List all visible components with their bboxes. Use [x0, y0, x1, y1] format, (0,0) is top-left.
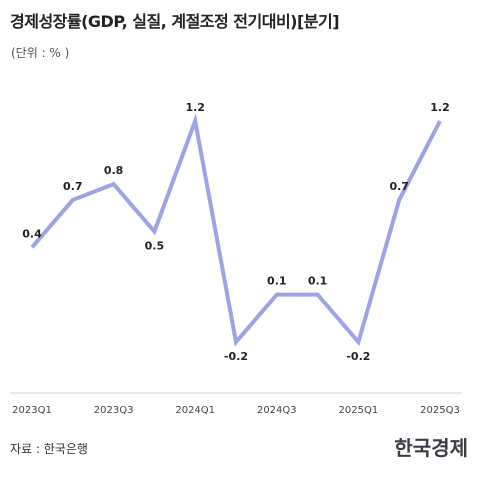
x-tick-label: 2024Q1 [175, 405, 215, 416]
data-label: 0.5 [145, 240, 165, 253]
x-tick-label: 2023Q1 [12, 405, 52, 416]
unit-label: (단위 : % ) [11, 46, 70, 60]
series-line [30, 113, 442, 347]
data-label: 0.1 [308, 275, 328, 288]
data-label: 1.2 [430, 101, 450, 114]
source-note: 자료 : 한국은행 [10, 442, 88, 456]
data-label: 0.4 [22, 227, 42, 240]
data-labels: 0.4 0.7 0.8 0.5 1.2 -0.2 0.1 0.1 -0.2 0.7 1.2 [22, 101, 450, 363]
data-label: 0.8 [104, 164, 124, 177]
chart-title: 경제성장률(GDP, 실질, 계절조정 전기대비)[분기] [10, 12, 340, 31]
x-tick-label: 2025Q1 [339, 405, 379, 416]
x-axis-ticks: 2023Q1 2023Q3 2024Q1 2024Q3 2025Q1 2025Q3 [12, 405, 460, 416]
data-label: 1.2 [185, 101, 205, 114]
data-label: -0.2 [346, 350, 370, 363]
line-chart: 2023Q1 2023Q3 2024Q1 2024Q3 2025Q1 2025Q3 0.4… [10, 101, 462, 416]
data-label: 0.7 [389, 180, 409, 193]
x-tick-label: 2025Q3 [420, 405, 460, 416]
data-label: 0.7 [63, 180, 83, 193]
x-tick-label: 2024Q3 [257, 405, 297, 416]
data-label: -0.2 [224, 350, 248, 363]
x-tick-label: 2023Q3 [94, 405, 134, 416]
publisher-logo: 한국경제 [394, 436, 468, 460]
data-label: 0.1 [267, 275, 287, 288]
